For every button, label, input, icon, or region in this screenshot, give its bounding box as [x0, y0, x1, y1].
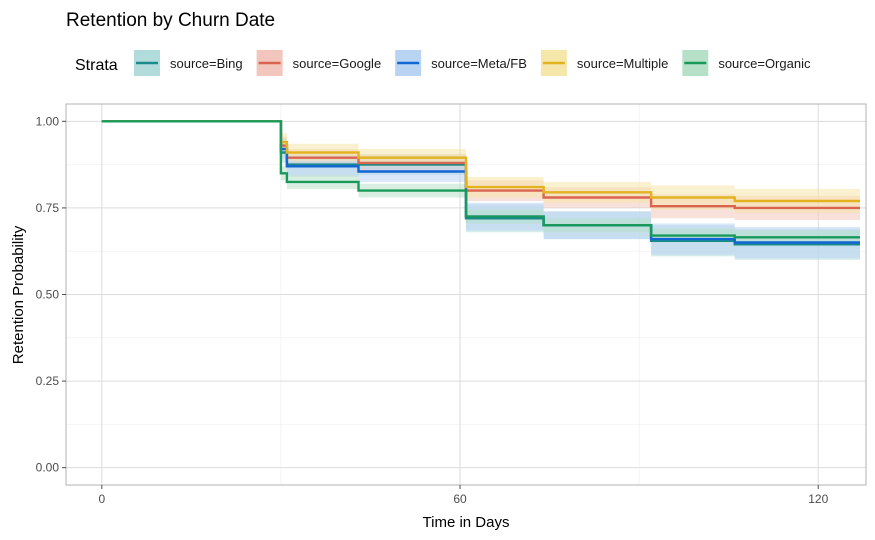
chart-title: Retention by Churn Date — [66, 10, 275, 31]
legend: Strata source=Bing source=Google source=Me… — [75, 50, 811, 76]
y-tick-label: 0.50 — [36, 288, 60, 302]
survival-curve-3 — [101, 120, 860, 203]
legend-label-0: source=Bing — [170, 56, 243, 71]
legend-item: source=Meta/FB — [395, 50, 527, 76]
legend-title: Strata — [75, 57, 118, 74]
legend-item: source=Google — [256, 50, 382, 76]
confidence-band-2 — [101, 121, 861, 259]
plot-area — [65, 103, 867, 486]
y-tick-label: 0.75 — [36, 201, 60, 215]
confidence-bands — [101, 121, 861, 260]
y-tick-label: 1.00 — [36, 114, 60, 128]
survival-curve-4 — [101, 120, 860, 239]
legend-item: source=Bing — [134, 50, 243, 76]
y-tick-label: 0.00 — [36, 461, 60, 475]
y-axis: 0.00 0.25 0.50 0.75 1.00 — [36, 114, 66, 475]
y-tick-label: 0.25 — [36, 374, 60, 388]
legend-label-1: source=Google — [293, 56, 382, 71]
legend-label-2: source=Meta/FB — [431, 56, 527, 71]
confidence-band-4 — [101, 121, 861, 245]
x-axis-label: Time in Days — [423, 514, 510, 531]
x-tick-label: 60 — [453, 492, 467, 506]
x-tick-label: 120 — [808, 492, 828, 506]
x-tick-label: 0 — [98, 492, 105, 506]
y-axis-label: Retention Probability — [10, 225, 27, 364]
legend-label-4: source=Organic — [718, 56, 811, 71]
legend-item: source=Organic — [682, 50, 811, 76]
survival-curves — [101, 120, 860, 246]
legend-label-3: source=Multiple — [577, 56, 668, 71]
confidence-band-3 — [101, 121, 861, 214]
legend-item: source=Multiple — [540, 50, 668, 76]
x-axis: 0 60 120 — [98, 485, 829, 506]
